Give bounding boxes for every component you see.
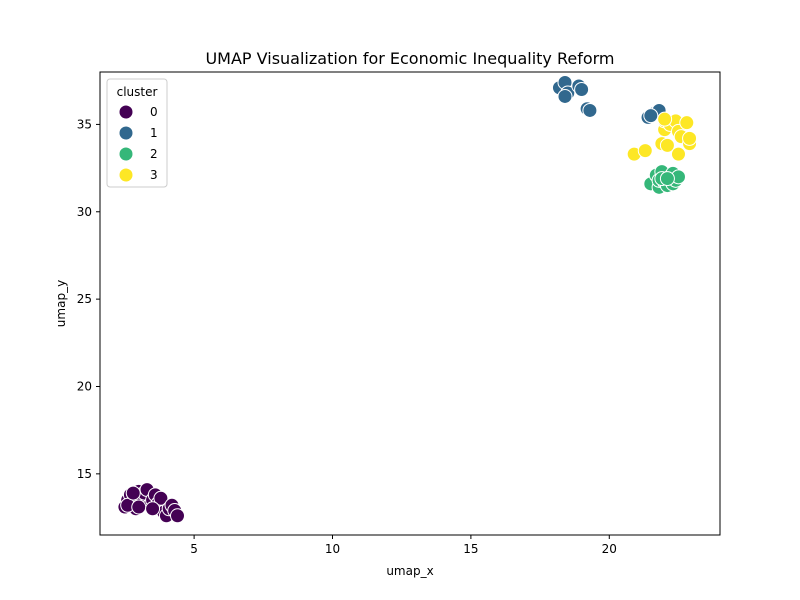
cluster-1-point — [643, 108, 659, 124]
x-tick-label: 15 — [463, 542, 478, 556]
y-tick-label: 15 — [77, 467, 92, 481]
legend-label-0: 0 — [150, 105, 158, 119]
x-axis-label: umap_x — [386, 564, 433, 578]
plot-border — [99, 71, 721, 536]
y-tick-label: 35 — [77, 117, 92, 131]
cluster-3-point — [657, 111, 673, 127]
cluster-1-point — [557, 88, 573, 104]
cluster-0-point — [125, 485, 141, 501]
cluster-0-point — [131, 499, 147, 515]
legend-marker-3 — [118, 167, 134, 183]
legend-title: cluster — [117, 85, 158, 99]
cluster-3-point — [682, 130, 698, 146]
cluster-2-point — [659, 171, 675, 187]
y-tick-label: 25 — [77, 292, 92, 306]
y-axis: 15 20 25 30 35 — [77, 117, 100, 481]
x-tick-label: 20 — [602, 542, 617, 556]
y-tick-label: 30 — [77, 205, 92, 219]
cluster-1-point — [582, 102, 598, 118]
cluster-3-point — [670, 146, 686, 162]
legend-label-1: 1 — [150, 126, 158, 140]
legend-marker-0 — [118, 104, 134, 120]
legend-marker-2 — [118, 146, 134, 162]
points-layer — [117, 74, 698, 524]
plot-area — [99, 71, 721, 536]
cluster-3-point — [659, 137, 675, 153]
x-axis: 5 10 15 20 — [190, 535, 617, 556]
legend-marker-1 — [118, 125, 134, 141]
cluster-3-point — [679, 115, 695, 131]
x-tick-label: 10 — [325, 542, 340, 556]
cluster-0-point — [153, 490, 169, 506]
legend-items: 0 1 2 3 — [118, 104, 158, 183]
chart-title: UMAP Visualization for Economic Inequali… — [205, 49, 614, 68]
plot-background — [100, 72, 720, 535]
cluster-0-point — [145, 501, 161, 517]
y-tick-label: 20 — [77, 379, 92, 393]
cluster-1-point — [574, 81, 590, 97]
cluster-3-point — [637, 143, 653, 159]
y-axis-label: umap_y — [54, 280, 68, 327]
legend-label-3: 3 — [150, 168, 158, 182]
legend: cluster 0 1 2 3 — [106, 78, 168, 188]
legend-label-2: 2 — [150, 147, 158, 161]
x-tick-label: 5 — [190, 542, 198, 556]
cluster-0-point — [170, 508, 185, 524]
